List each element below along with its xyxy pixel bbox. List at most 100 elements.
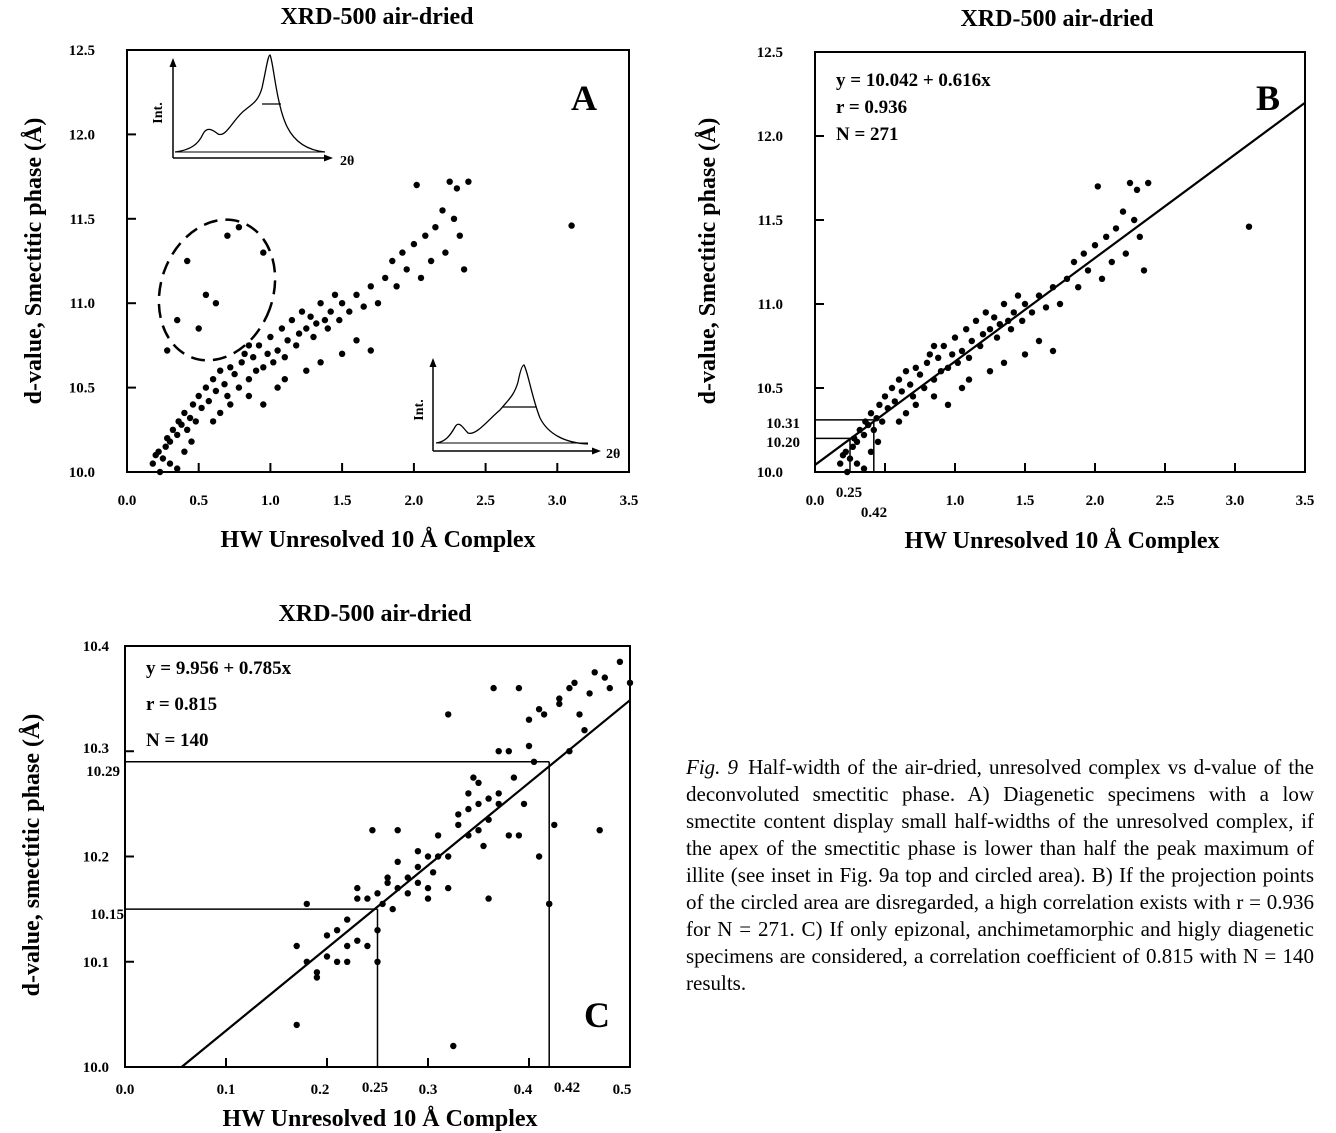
chart-a-point xyxy=(338,350,346,357)
chart-c-point xyxy=(475,827,482,834)
chart-c-point xyxy=(465,805,472,813)
chart-b-point xyxy=(949,351,956,358)
chart-b-point xyxy=(1103,233,1110,240)
chart-a-point xyxy=(321,316,329,324)
chart-a-point xyxy=(439,207,446,214)
chart-a-point xyxy=(245,392,253,400)
chart-c-point xyxy=(445,853,452,860)
chart-a-point xyxy=(267,333,274,341)
chart-b-point xyxy=(940,342,947,350)
chart-c-ytick-label: 10.1 xyxy=(83,955,109,971)
chart-c-point xyxy=(414,863,422,871)
chart-a-point xyxy=(284,337,291,344)
chart-b-point xyxy=(907,381,914,388)
chart-a-point xyxy=(389,257,396,265)
chart-a-point xyxy=(166,438,174,445)
chart-c-point xyxy=(495,748,502,755)
chart-c-point xyxy=(510,774,518,781)
chart-b-ytick-label: 12.0 xyxy=(757,129,783,145)
chart-a-point xyxy=(274,347,281,354)
chart-c-point xyxy=(490,684,497,692)
chart-a-point xyxy=(235,384,243,391)
chart-b-point xyxy=(1245,223,1253,230)
chart-b-point xyxy=(1084,267,1092,274)
chart-c-x-axis-label: HW Unresolved 10 Å Complex xyxy=(222,1106,537,1132)
chart-b-ytick-label: 10.0 xyxy=(757,465,783,481)
chart-a-point xyxy=(184,426,191,433)
chart-c-y-axis-label: d-value, smectitic phase (Å) xyxy=(19,714,45,997)
chart-b-point xyxy=(923,359,931,366)
chart-a-point xyxy=(353,291,360,298)
chart-a-point xyxy=(353,337,360,344)
chart-c-ref-xlabel: 0.42 xyxy=(554,1080,580,1096)
chart-a-point xyxy=(164,347,171,354)
chart-c-point xyxy=(576,711,583,718)
chart-b-point xyxy=(902,410,910,417)
chart-c-point xyxy=(354,884,361,892)
chart-b-ytick-label: 11.5 xyxy=(758,213,783,229)
chart-a-point xyxy=(252,367,260,374)
chart-a-point xyxy=(159,455,167,462)
chart-a-xtick-label: 1.0 xyxy=(261,493,280,509)
chart-c-point xyxy=(470,774,477,781)
chart-b-xtick-label: 1.5 xyxy=(1016,493,1035,509)
chart-b-point xyxy=(1007,326,1015,333)
chart-a-point xyxy=(195,392,202,400)
chart-a-point xyxy=(465,178,472,185)
chart-c-point xyxy=(364,895,371,902)
chart-a-point xyxy=(245,376,253,383)
chart-a-point xyxy=(568,222,575,229)
chart-a-point xyxy=(260,364,267,371)
chart-a-point xyxy=(238,359,245,366)
chart-a-point xyxy=(162,443,169,450)
chart-c-point xyxy=(591,669,598,676)
chart-b-xtick-label: 2.0 xyxy=(1086,493,1105,509)
chart-b-point xyxy=(1126,179,1134,187)
chart-c-y-ticks: 10.0 10.1 10.2 10.3 10.4 xyxy=(83,639,134,1076)
chart-a-point xyxy=(327,308,334,315)
chart-c-xtick-label: 0.0 xyxy=(116,1082,135,1098)
chart-b-x-ticks: 0.0 1.0 1.5 2.0 2.5 3.0 3.5 0.25 0.42 xyxy=(806,463,1315,521)
chart-b-point xyxy=(1098,275,1106,282)
chart-a-point xyxy=(264,350,271,357)
chart-b-point xyxy=(842,448,849,455)
chart-c-title: XRD-500 air-dried xyxy=(278,601,472,627)
chart-a-point xyxy=(174,431,181,439)
chart-b-n-value: N = 271 xyxy=(836,124,899,145)
chart-b-xtick-label: 3.5 xyxy=(1296,493,1315,509)
chart-c-panel-letter: C xyxy=(584,995,610,1035)
chart-a-xtick-label: 0.5 xyxy=(189,493,208,509)
chart-b-point xyxy=(986,326,994,333)
chart-b-point xyxy=(965,354,973,361)
chart-a-point xyxy=(456,232,463,239)
chart-a-inset-bottom: Int. 2θ xyxy=(412,358,620,462)
chart-a-point xyxy=(460,266,468,273)
chart-a-point xyxy=(413,181,420,189)
chart-c-point xyxy=(525,742,533,750)
chart-c-point xyxy=(333,927,341,934)
chart-c-point xyxy=(404,890,411,897)
chart-c-xtick-label: 0.1 xyxy=(217,1082,236,1098)
chart-c-xtick-label: 0.3 xyxy=(419,1082,438,1098)
chart-b-point xyxy=(853,438,861,445)
chart-b-point xyxy=(870,426,877,434)
chart-b-point xyxy=(1094,183,1102,190)
chart-c-point xyxy=(333,958,341,965)
chart-a-point xyxy=(260,401,267,408)
chart-c-point xyxy=(455,821,462,829)
chart-b-point xyxy=(844,468,851,476)
chart-c-point xyxy=(389,905,396,913)
chart-b-ref-ylabel: 10.31 xyxy=(766,416,800,432)
chart-a-ytick-label: 12.5 xyxy=(69,43,95,59)
chart-a-xtick-label: 0.0 xyxy=(118,493,137,509)
chart-b-point xyxy=(1112,225,1120,232)
chart-b-y-ticks: 10.0 10.5 11.0 11.5 12.0 12.5 xyxy=(757,45,824,481)
chart-a-point xyxy=(209,418,217,425)
chart-a-point xyxy=(149,460,156,467)
chart-b-point xyxy=(979,331,987,338)
figure-caption: Fig. 9 Half-width of the air-dried, unres… xyxy=(686,754,1314,997)
chart-b-point xyxy=(1075,284,1082,291)
chart-c-equation: y = 9.956 + 0.785x xyxy=(146,658,292,679)
chart-c-point xyxy=(535,706,543,713)
chart-a-point xyxy=(209,376,217,383)
